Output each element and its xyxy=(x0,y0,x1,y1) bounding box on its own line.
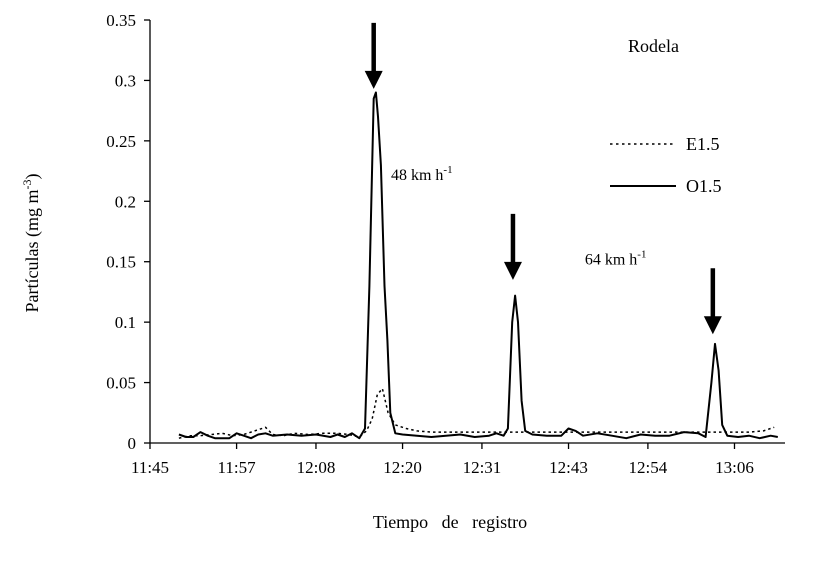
x-tick-label: 12:08 xyxy=(297,458,336,477)
y-tick-label: 0 xyxy=(128,434,137,453)
x-tick-label: 12:31 xyxy=(463,458,502,477)
series-line-o15 xyxy=(178,91,778,440)
y-axis-title-tail: ) xyxy=(22,174,43,180)
x-tick-label: 11:45 xyxy=(131,458,169,477)
y-axis-title: Partículas (mg m-3) xyxy=(20,174,43,313)
annotation-layer: 32 km h-148 km h-164 km h-1 xyxy=(364,22,722,335)
series-line-e15 xyxy=(178,387,775,439)
legend-heading: Rodela xyxy=(628,36,679,56)
x-axis-title: Tiempo de registro xyxy=(373,512,527,532)
annotation-a64: 64 km h-1 xyxy=(585,248,647,268)
x-tick-label: 12:43 xyxy=(549,458,588,477)
y-tick-label: 0.1 xyxy=(115,313,136,332)
legend-label-e15: E1.5 xyxy=(686,134,720,154)
series-layer xyxy=(178,91,778,440)
y-axis-title-sup: -3 xyxy=(20,180,34,190)
arrowhead-a32 xyxy=(364,70,383,89)
annotation-a48: 48 km h-1 xyxy=(391,164,453,184)
y-axis-title-main: Partículas (mg m xyxy=(22,190,43,313)
y-tick-label: 0.35 xyxy=(106,11,136,30)
legend: Rodela E1.5 O1.5 xyxy=(610,36,722,196)
arrowhead-a64 xyxy=(703,316,722,335)
x-tick-label: 13:06 xyxy=(715,458,754,477)
x-tick-label: 11:57 xyxy=(218,458,257,477)
y-tick-label: 0.3 xyxy=(115,71,136,90)
axes: 0 0.05 0.1 0.15 0.2 0.25 0.3 0.35 11:45 11:57 12:0… xyxy=(106,11,785,477)
y-tick-label: 0.15 xyxy=(106,253,136,272)
legend-label-o15: O1.5 xyxy=(686,176,722,196)
y-tick-label: 0.25 xyxy=(106,132,136,151)
y-tick-label: 0.05 xyxy=(106,374,136,393)
y-tick-label: 0.2 xyxy=(115,192,136,211)
x-tick-label: 12:54 xyxy=(629,458,668,477)
x-tick-label: 12:20 xyxy=(383,458,422,477)
arrowhead-a48 xyxy=(503,261,522,280)
